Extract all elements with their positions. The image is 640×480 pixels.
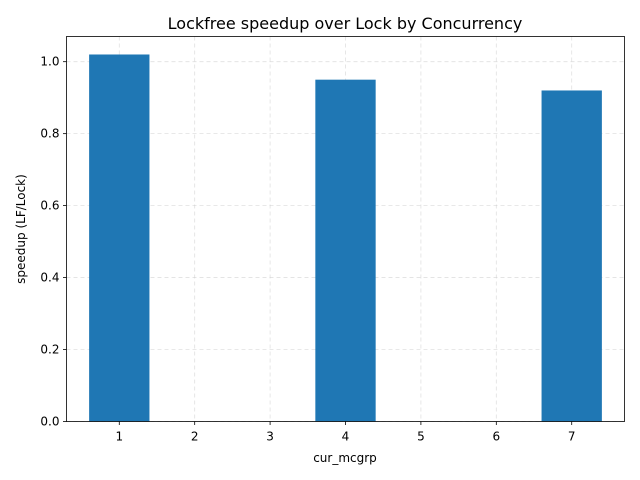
x-tick-label: 7 — [568, 430, 576, 444]
y-axis-label: speedup (LF/Lock) — [14, 174, 28, 284]
y-tick-label: 0.6 — [40, 199, 59, 213]
y-tick-label: 0.0 — [40, 415, 59, 429]
x-tick-label: 5 — [417, 430, 425, 444]
y-tick-label: 1.0 — [40, 55, 59, 69]
x-tick-label: 3 — [266, 430, 274, 444]
x-axis-label: cur_mcgrp — [313, 451, 377, 465]
y-tick-label: 0.4 — [40, 271, 59, 285]
x-tick-label: 6 — [492, 430, 500, 444]
chart-title: Lockfree speedup over Lock by Concurrenc… — [168, 14, 523, 33]
bars — [89, 54, 602, 422]
y-tick-label: 0.2 — [40, 343, 59, 357]
y-tick-label: 0.8 — [40, 127, 59, 141]
x-tick-label: 4 — [342, 430, 350, 444]
bar — [541, 90, 602, 422]
x-axis-ticks: 1 2 3 4 5 6 7 — [115, 421, 576, 444]
x-tick-label: 2 — [191, 430, 199, 444]
x-tick-label: 1 — [115, 430, 123, 444]
bar — [89, 54, 150, 422]
bar — [315, 79, 376, 422]
y-axis-ticks: 0.0 0.2 0.4 0.6 0.8 1.0 — [40, 55, 67, 429]
